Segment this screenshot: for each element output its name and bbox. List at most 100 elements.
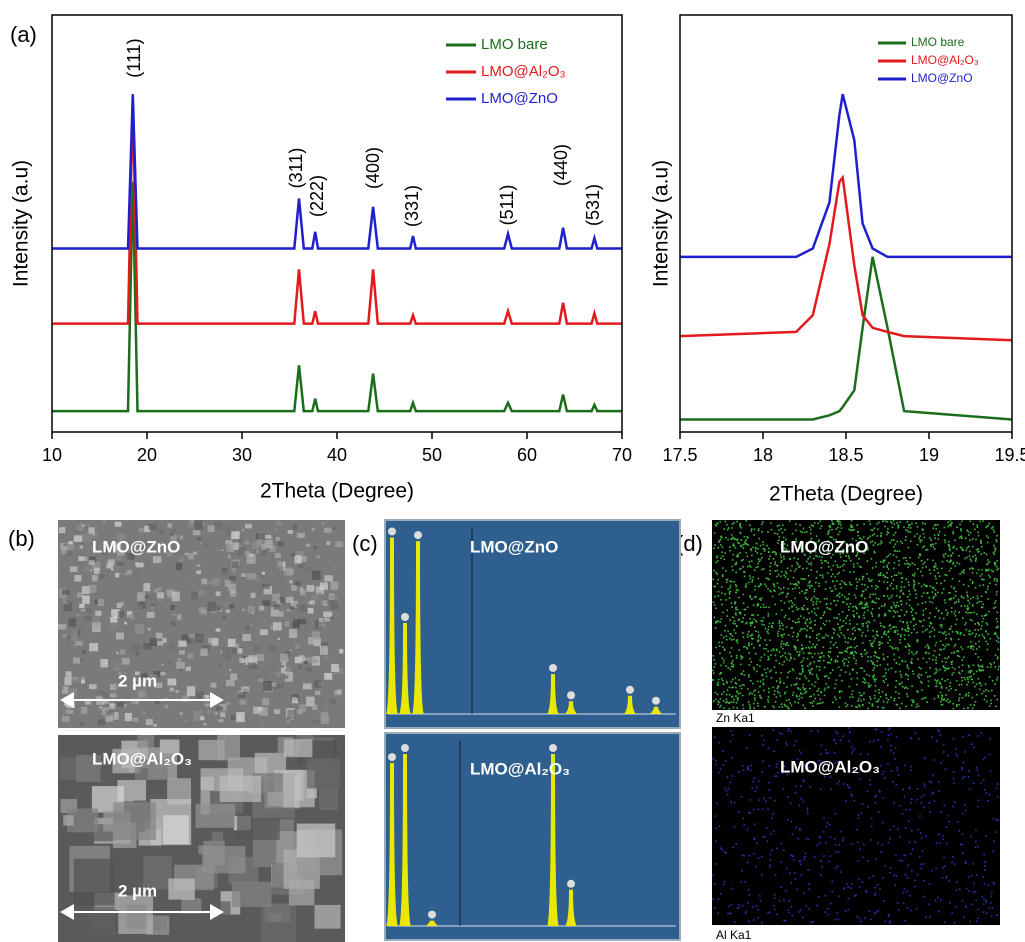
map-dot bbox=[901, 586, 903, 588]
map-dot bbox=[803, 892, 805, 894]
map-dot bbox=[963, 634, 965, 636]
map-dot bbox=[894, 698, 896, 700]
map-dot bbox=[880, 561, 882, 563]
map-dot bbox=[732, 847, 734, 849]
map-dot bbox=[966, 557, 968, 559]
map-dot bbox=[774, 604, 776, 606]
map-dot bbox=[851, 795, 853, 797]
map-dot bbox=[712, 655, 714, 657]
map-dot bbox=[879, 641, 881, 643]
map-dot bbox=[767, 912, 769, 914]
map-dot bbox=[794, 570, 796, 572]
map-dot bbox=[959, 697, 961, 699]
map-dot bbox=[914, 880, 916, 882]
map-dot bbox=[768, 633, 770, 635]
map-dot bbox=[924, 537, 926, 539]
map-dot bbox=[840, 652, 842, 654]
map-dot bbox=[981, 615, 983, 617]
map-dot bbox=[817, 607, 819, 609]
map-dot bbox=[754, 694, 756, 696]
map-dot bbox=[939, 842, 941, 844]
map-dot bbox=[867, 860, 869, 862]
map-dot bbox=[754, 597, 756, 599]
map-dot bbox=[876, 911, 878, 913]
map-dot bbox=[928, 802, 930, 804]
sem-grain bbox=[100, 769, 114, 785]
sem-grain bbox=[260, 629, 268, 635]
sem-grain bbox=[97, 719, 105, 725]
map-dot bbox=[965, 861, 967, 863]
map-dot bbox=[800, 785, 802, 787]
map-dot bbox=[990, 638, 992, 640]
map-dot bbox=[946, 875, 948, 877]
map-dot bbox=[727, 630, 729, 632]
map-dot bbox=[826, 607, 828, 609]
map-dot bbox=[827, 635, 829, 637]
map-dot bbox=[733, 707, 735, 709]
map-dot bbox=[813, 701, 815, 703]
map-dot bbox=[761, 735, 763, 737]
map-dot bbox=[916, 594, 918, 596]
map-dot bbox=[938, 730, 940, 732]
map-dot bbox=[970, 532, 972, 534]
map-dot bbox=[734, 921, 736, 923]
map-dot bbox=[815, 603, 817, 605]
map-dot bbox=[713, 601, 715, 603]
map-dot bbox=[812, 705, 814, 707]
map-dot bbox=[933, 596, 935, 598]
map-dot bbox=[836, 647, 838, 649]
map-dot bbox=[938, 696, 940, 698]
eds-marker bbox=[626, 686, 634, 694]
map-dot bbox=[986, 614, 988, 616]
map-dot bbox=[938, 534, 940, 536]
map-dot bbox=[738, 904, 740, 906]
map-dot bbox=[986, 622, 988, 624]
map-dot bbox=[888, 729, 890, 731]
map-dot bbox=[919, 815, 921, 817]
map-dot bbox=[998, 638, 1000, 640]
sem-grain bbox=[201, 610, 207, 615]
map-dot bbox=[735, 843, 737, 845]
map-dot bbox=[722, 574, 724, 576]
map-dot bbox=[735, 584, 737, 586]
map-dot bbox=[969, 789, 971, 791]
map-dot bbox=[713, 570, 715, 572]
sem-grain bbox=[89, 643, 98, 651]
map-dot bbox=[865, 622, 867, 624]
map-dot bbox=[941, 613, 943, 615]
map-dot bbox=[928, 904, 930, 906]
map-dot bbox=[893, 579, 895, 581]
map-dot bbox=[770, 562, 772, 564]
x-tick-label: 10 bbox=[42, 445, 62, 465]
map-dot bbox=[918, 583, 920, 585]
map-dot bbox=[757, 614, 759, 616]
map-dot bbox=[883, 566, 885, 568]
map-dot bbox=[940, 624, 942, 626]
map-dot bbox=[951, 554, 953, 556]
map-dot bbox=[889, 625, 891, 627]
map-dot bbox=[971, 645, 973, 647]
map-dot bbox=[970, 836, 972, 838]
map-dot bbox=[843, 635, 845, 637]
map-dot bbox=[880, 573, 882, 575]
map-dot bbox=[779, 625, 781, 627]
map-dot bbox=[987, 588, 989, 590]
map-dot bbox=[978, 624, 980, 626]
map-dot bbox=[965, 537, 967, 539]
sem-grain bbox=[291, 585, 297, 591]
map-dot bbox=[987, 563, 989, 565]
map-dot bbox=[850, 527, 852, 529]
map-dot bbox=[792, 533, 794, 535]
sem-grain bbox=[221, 549, 224, 551]
map-dot bbox=[840, 556, 842, 558]
sem-grain bbox=[284, 675, 289, 679]
map-dot bbox=[768, 688, 770, 690]
map-dot bbox=[956, 526, 958, 528]
map-dot bbox=[778, 706, 780, 708]
map-dot bbox=[985, 689, 987, 691]
map-dot bbox=[972, 604, 974, 606]
map-dot bbox=[952, 547, 954, 549]
map-dot bbox=[996, 626, 998, 628]
map-dot bbox=[877, 544, 879, 546]
map-dot bbox=[805, 853, 807, 855]
